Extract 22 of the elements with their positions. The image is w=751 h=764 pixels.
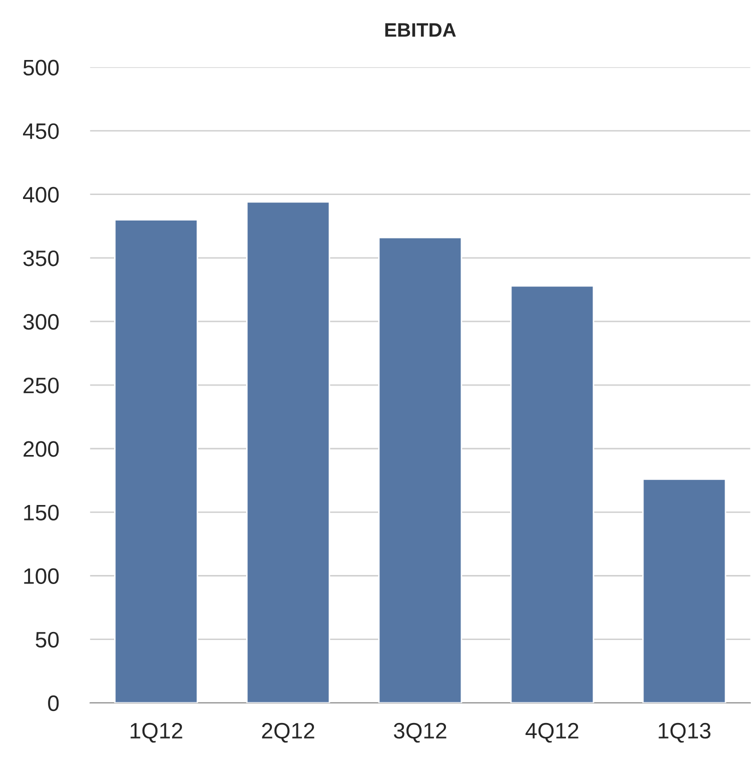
y-tick-label: 0 <box>48 695 59 712</box>
bar <box>246 201 330 703</box>
y-tick-label: 250 <box>24 378 59 394</box>
x-tick-label: 3Q12 <box>394 722 446 743</box>
y-tick-label: 350 <box>23 250 59 266</box>
bar <box>642 478 726 703</box>
y-tick-label: 400 <box>23 186 59 203</box>
y-tick-label: 50 <box>36 632 59 648</box>
x-tick-label: 2Q12 <box>262 722 314 743</box>
y-tick-label: 200 <box>24 441 59 457</box>
chart-title: EBITDA <box>385 23 456 37</box>
bar <box>378 236 462 703</box>
y-tick-label: 500 <box>23 60 59 76</box>
y-tick-label: 150 <box>24 504 59 520</box>
y-tick-label: 450 <box>23 123 59 140</box>
x-tick-label: 1Q13 <box>658 722 710 743</box>
y-tick-label: 300 <box>23 314 59 330</box>
x-tick-label: 4Q12 <box>526 722 578 743</box>
x-tick-label: 1Q12 <box>130 722 182 743</box>
y-tick-label: 100 <box>24 568 59 584</box>
bar <box>510 285 594 703</box>
bar <box>114 219 198 703</box>
